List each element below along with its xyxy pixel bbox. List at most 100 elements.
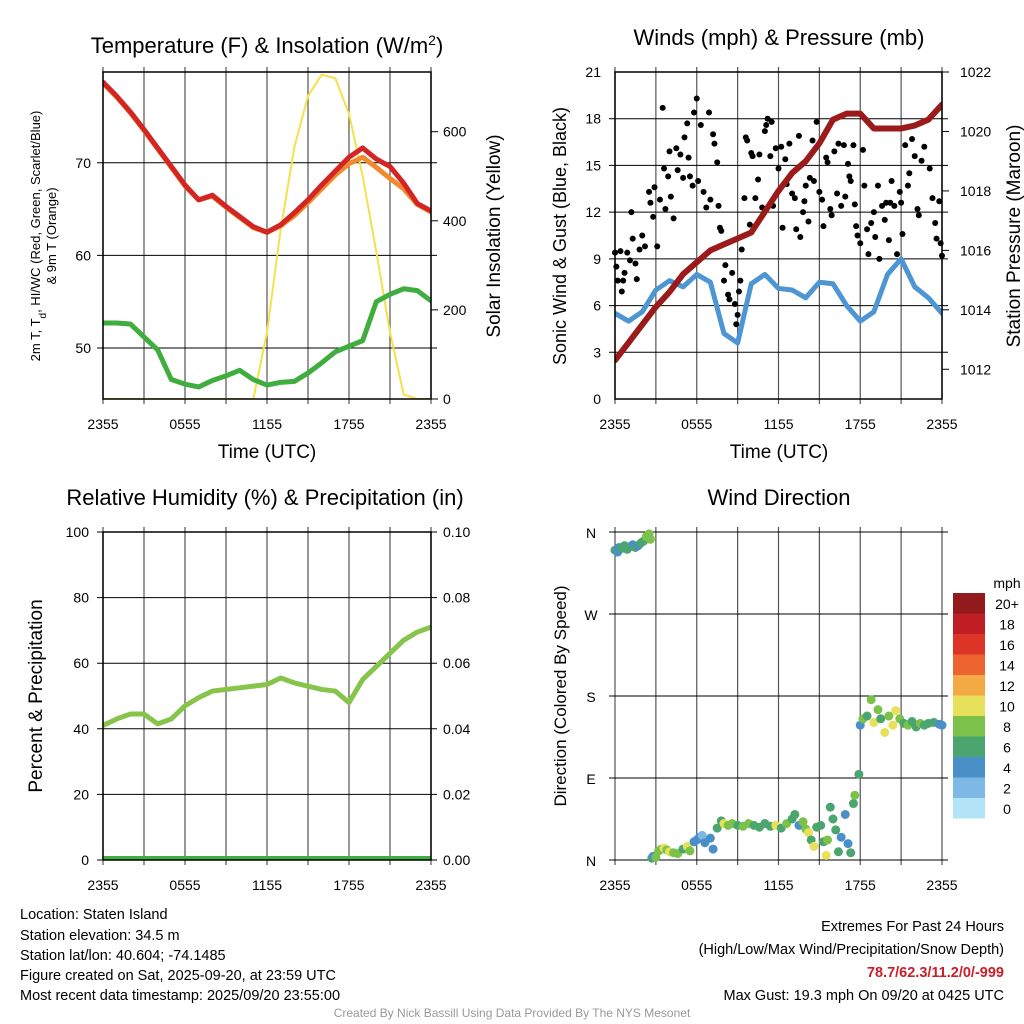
right-tick-label: 0.04	[443, 721, 470, 737]
gust-point	[879, 202, 886, 209]
right-tick-label: 0.08	[443, 590, 470, 606]
temp-x-axis-label: Time (UTC)	[218, 442, 317, 463]
rh-plot-border	[102, 531, 432, 861]
gust-point	[899, 230, 906, 237]
gust-point	[918, 157, 925, 164]
gust-point	[831, 148, 838, 155]
wdir-y-axis-label: Direction (Colored By Speed)	[551, 585, 570, 806]
colorbar-title: mph	[993, 575, 1020, 591]
gust-point	[722, 262, 729, 269]
gust-point	[872, 234, 879, 241]
gust-point	[870, 209, 877, 216]
wind-direction-point	[888, 720, 898, 730]
gust-point	[718, 227, 725, 234]
gust-point	[756, 151, 763, 158]
gust-point	[809, 137, 816, 144]
gust-point	[801, 198, 808, 205]
temp-chart-title: Temperature (F) & Insolation (W/m2)	[91, 32, 444, 58]
colorbar-label: 0	[1003, 801, 1011, 817]
left-tick-label: 0	[81, 852, 89, 868]
left-tick-label: 12	[585, 204, 601, 220]
ylabel-subscript: d	[38, 313, 49, 319]
info-latlon: Station lat/lon: 40.604; -74.1485	[20, 948, 226, 964]
gust-point	[707, 196, 714, 203]
gust-point	[646, 188, 653, 195]
gust-point	[772, 145, 779, 152]
extremes-subtitle: (High/Low/Max Wind/Precipitation/Snow De…	[698, 942, 1004, 958]
gust-point	[715, 202, 722, 209]
gust-point	[626, 257, 633, 264]
x-tick-label: 1755	[333, 416, 364, 432]
gust-point	[844, 160, 851, 167]
gust-point	[876, 255, 883, 262]
gust-point	[674, 167, 681, 174]
left-tick-label: 60	[75, 247, 91, 263]
gust-point	[731, 301, 738, 308]
gust-point	[628, 209, 635, 216]
gust-point	[823, 154, 830, 161]
gust-point	[775, 165, 782, 172]
gust-point	[936, 198, 943, 205]
gust-point	[881, 216, 888, 223]
gust-point	[749, 153, 756, 160]
left-tick-label: 9	[593, 251, 601, 267]
colorbar-swatch	[953, 613, 985, 634]
wind-direction-point	[823, 835, 833, 845]
x-tick-label: 2355	[87, 416, 118, 432]
gust-point	[697, 121, 704, 128]
right-tick-label: 0.02	[443, 786, 470, 802]
colorbar-label: 10	[999, 699, 1015, 715]
colorbar-swatch	[953, 654, 985, 675]
wind-direction-points	[610, 529, 947, 863]
wind-direction-point	[850, 790, 860, 800]
gust-point	[738, 246, 745, 253]
gust-point	[636, 246, 643, 253]
gust-point	[729, 269, 736, 276]
info-recent-timestamp: Most recent data timestamp: 2025/09/20 2…	[20, 988, 341, 1004]
direction-tick-label: N	[586, 853, 596, 869]
gust-point	[710, 131, 717, 138]
gust-point	[651, 184, 658, 191]
colorbar-swatch	[953, 695, 985, 716]
rh-gridlines	[97, 527, 437, 865]
x-tick-label: 1755	[333, 877, 364, 893]
gust-point	[865, 251, 872, 258]
speed-colorbar	[953, 593, 985, 819]
wind-x-axis-label: Time (UTC)	[730, 442, 829, 463]
gust-point	[726, 296, 733, 303]
gust-point	[806, 174, 813, 181]
gust-point	[902, 142, 909, 149]
gust-point	[810, 178, 817, 184]
gust-point	[861, 182, 868, 189]
right-tick-label: 400	[443, 213, 467, 229]
info-elevation: Station elevation: 34.5 m	[20, 928, 180, 944]
wdir-gridlines	[609, 527, 948, 865]
gust-point	[850, 142, 857, 149]
wind-direction-point	[712, 823, 722, 833]
gust-point	[896, 188, 903, 195]
gust-point	[888, 178, 895, 184]
x-tick-label: 1155	[763, 416, 793, 432]
colorbar-swatch	[953, 777, 985, 798]
wind-direction-point	[869, 717, 879, 727]
wind-direction-point	[840, 809, 850, 819]
direction-tick-label: W	[584, 607, 598, 623]
gust-point	[853, 223, 860, 230]
gust-point	[721, 277, 727, 284]
sonic-wind-line	[615, 256, 942, 346]
gust-point	[921, 143, 928, 150]
gust-point	[789, 190, 796, 197]
solar-y-axis-label: Solar Insolation (Yellow)	[484, 134, 505, 337]
gust-point	[735, 288, 742, 295]
gust-point	[820, 223, 827, 230]
x-tick-label: 2355	[599, 877, 630, 893]
gust-point	[782, 156, 789, 163]
gust-point	[700, 188, 707, 195]
gust-point	[677, 151, 684, 158]
gust-point	[898, 199, 905, 206]
gust-point	[795, 132, 802, 139]
left-tick-label: 15	[585, 157, 601, 173]
colorbar-swatch	[953, 757, 985, 778]
gust-point	[838, 202, 845, 209]
